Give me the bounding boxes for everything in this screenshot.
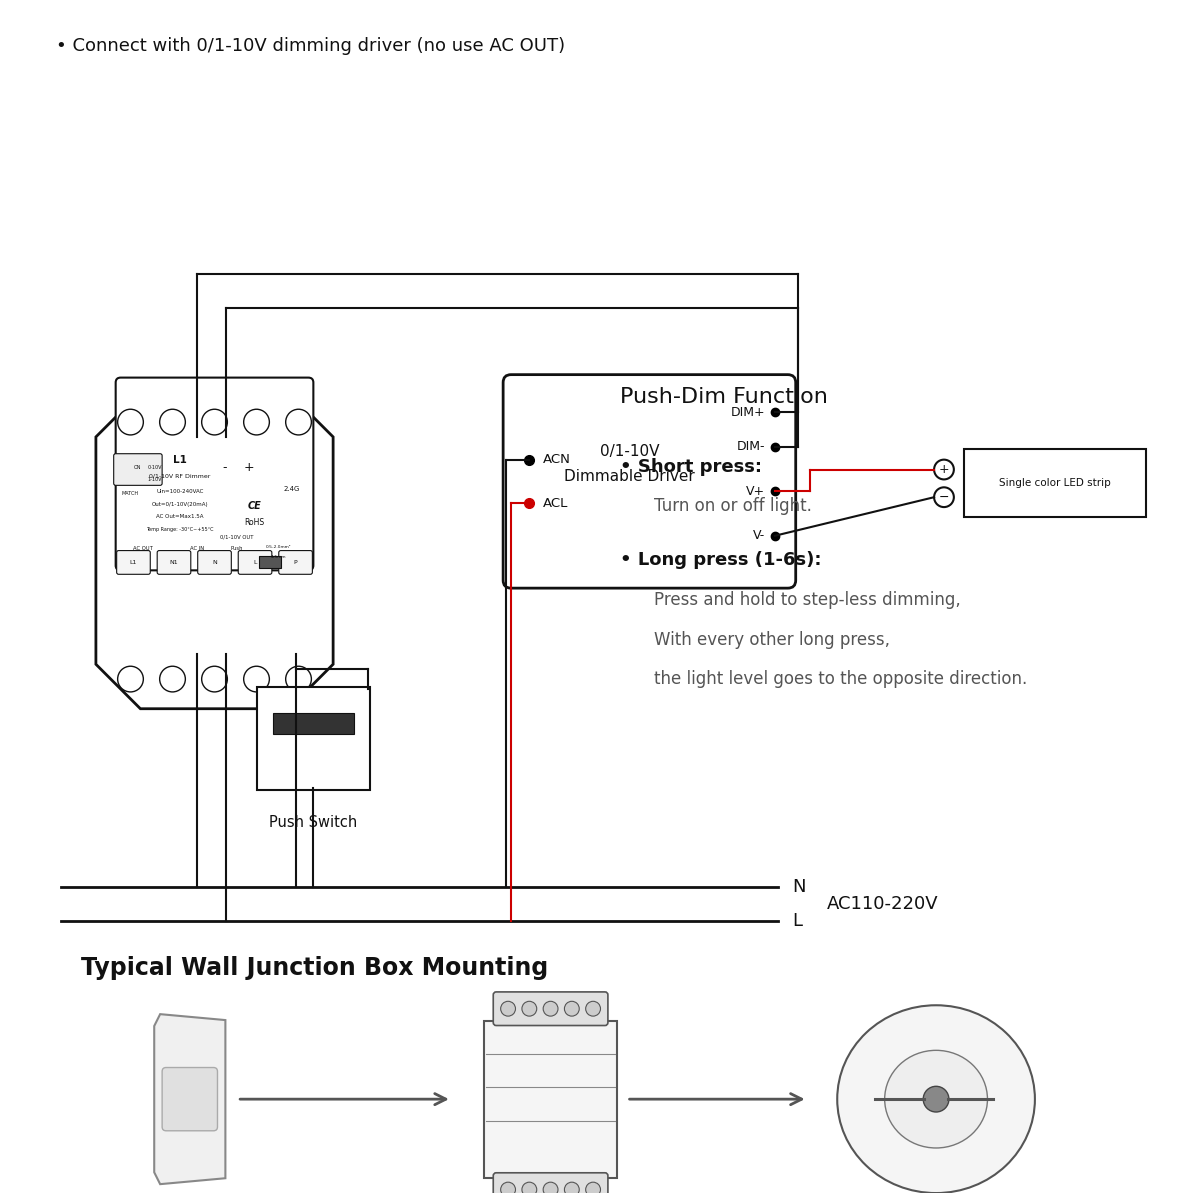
Text: L: L: [253, 560, 257, 565]
Text: P: P: [294, 560, 298, 565]
Text: ACN: ACN: [542, 454, 570, 466]
Circle shape: [934, 460, 954, 480]
Ellipse shape: [884, 1050, 988, 1148]
Circle shape: [923, 1086, 949, 1112]
Text: Dimmable Driver: Dimmable Driver: [564, 469, 695, 484]
FancyBboxPatch shape: [259, 556, 281, 569]
Text: Push Switch: Push Switch: [269, 816, 358, 830]
Text: ON: ON: [133, 466, 142, 470]
FancyBboxPatch shape: [485, 1020, 617, 1177]
Text: +: +: [938, 463, 949, 476]
FancyBboxPatch shape: [198, 551, 232, 575]
Circle shape: [522, 1001, 536, 1016]
FancyBboxPatch shape: [493, 1172, 608, 1200]
Circle shape: [564, 1001, 580, 1016]
Text: V+: V+: [746, 485, 766, 498]
FancyBboxPatch shape: [239, 551, 272, 575]
Text: 0/1-10V RF Dimmer: 0/1-10V RF Dimmer: [149, 474, 211, 479]
Text: Push: Push: [230, 546, 242, 551]
Text: +: +: [244, 461, 254, 474]
Text: CE: CE: [247, 502, 260, 511]
FancyBboxPatch shape: [278, 551, 312, 575]
Text: Typical Wall Junction Box Mounting: Typical Wall Junction Box Mounting: [82, 955, 548, 979]
Circle shape: [522, 1182, 536, 1198]
Text: AC110-220V: AC110-220V: [827, 895, 938, 913]
Text: N: N: [793, 877, 806, 895]
Text: 0/1-10V: 0/1-10V: [600, 444, 660, 460]
Circle shape: [544, 1001, 558, 1016]
Text: DIM+: DIM+: [731, 406, 766, 419]
Text: Uin=100-240VAC: Uin=100-240VAC: [156, 488, 204, 493]
FancyBboxPatch shape: [162, 1068, 217, 1130]
Text: 0/1-10V OUT: 0/1-10V OUT: [220, 534, 253, 539]
Text: V-: V-: [752, 529, 766, 542]
Text: DIM-: DIM-: [737, 440, 766, 454]
Text: 0.5-2.0mm²: 0.5-2.0mm²: [266, 545, 292, 548]
Circle shape: [934, 487, 954, 508]
Text: L: L: [793, 912, 803, 930]
Text: N1: N1: [169, 560, 179, 565]
Text: L1: L1: [130, 560, 137, 565]
Text: −: −: [938, 491, 949, 504]
Text: 1-10V: 1-10V: [148, 476, 162, 482]
Circle shape: [586, 1001, 600, 1016]
Text: 4-5mm: 4-5mm: [271, 554, 287, 558]
Text: N: N: [212, 560, 217, 565]
Text: • Long press (1-6s):: • Long press (1-6s):: [619, 552, 821, 570]
Text: With every other long press,: With every other long press,: [654, 630, 890, 648]
FancyBboxPatch shape: [114, 454, 162, 485]
Text: AC OUT: AC OUT: [133, 546, 154, 551]
Circle shape: [564, 1182, 580, 1198]
FancyBboxPatch shape: [157, 551, 191, 575]
Text: • Short press:: • Short press:: [619, 457, 762, 475]
Circle shape: [586, 1182, 600, 1198]
Text: 0-10V: 0-10V: [148, 466, 162, 470]
Text: Press and hold to step-less dimming,: Press and hold to step-less dimming,: [654, 592, 961, 610]
FancyBboxPatch shape: [503, 374, 796, 588]
Text: MATCH: MATCH: [122, 491, 139, 496]
Circle shape: [500, 1001, 516, 1016]
Text: AC Out=Max1.5A: AC Out=Max1.5A: [156, 515, 204, 520]
Text: 2.4G: 2.4G: [283, 486, 300, 492]
Circle shape: [544, 1182, 558, 1198]
Text: Temp Range: -30°C~+55°C: Temp Range: -30°C~+55°C: [146, 527, 214, 533]
Polygon shape: [155, 1014, 226, 1184]
Text: L1: L1: [173, 455, 187, 464]
Ellipse shape: [838, 1006, 1034, 1193]
Text: • Connect with 0/1-10V dimming driver (no use AC OUT): • Connect with 0/1-10V dimming driver (n…: [56, 37, 565, 55]
Circle shape: [500, 1182, 516, 1198]
FancyBboxPatch shape: [115, 378, 313, 570]
Text: the light level goes to the opposite direction.: the light level goes to the opposite dir…: [654, 670, 1027, 688]
Text: Turn on or off light.: Turn on or off light.: [654, 497, 812, 515]
Text: Out=0/1-10V(20mA): Out=0/1-10V(20mA): [151, 502, 209, 506]
FancyBboxPatch shape: [493, 992, 608, 1026]
Text: -: -: [222, 461, 227, 474]
Text: RoHS: RoHS: [244, 518, 264, 528]
Text: Push-Dim Function: Push-Dim Function: [619, 388, 828, 407]
FancyBboxPatch shape: [272, 713, 354, 734]
FancyBboxPatch shape: [964, 449, 1146, 517]
Text: Single color LED strip: Single color LED strip: [998, 479, 1110, 488]
Text: ACL: ACL: [542, 497, 568, 510]
Text: AC IN: AC IN: [190, 546, 204, 551]
FancyBboxPatch shape: [257, 686, 370, 790]
FancyBboxPatch shape: [116, 551, 150, 575]
